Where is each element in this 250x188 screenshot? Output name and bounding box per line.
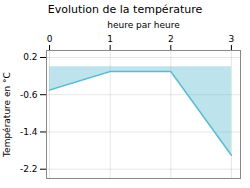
svg-text:-2.2: -2.2 [20, 164, 38, 174]
html-text:Evolution de la température: Evolution de la température [47, 3, 203, 16]
svg-text:-0.6: -0.6 [20, 90, 38, 100]
svg-text:3: 3 [229, 34, 235, 44]
svg-text:Température en °C: Température en °C [2, 72, 12, 158]
svg-text:heure par heure: heure par heure [107, 20, 180, 30]
svg-text:0: 0 [47, 34, 53, 44]
svg-text:1: 1 [107, 34, 113, 44]
svg-text:0.2: 0.2 [23, 52, 37, 62]
svg-text:-1.4: -1.4 [20, 127, 38, 137]
svg-text:2: 2 [168, 34, 174, 44]
